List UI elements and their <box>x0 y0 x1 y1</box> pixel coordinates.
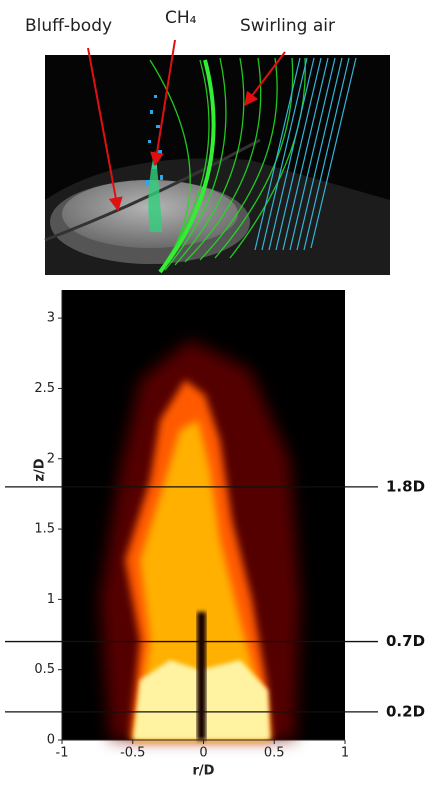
reference-label: 1.8D <box>386 477 425 495</box>
y-tick-label: 2 <box>47 451 55 466</box>
x-tick-label: -0.5 <box>120 746 145 761</box>
label-ch4: CH₄ <box>165 8 197 28</box>
y-tick-label: 0 <box>47 733 55 748</box>
y-tick-label: 1.5 <box>34 522 55 537</box>
flame-plot <box>62 290 345 740</box>
page: Bluff-body CH₄ Swirling air 0 0.5 1 1.5 2 2.5… <box>0 0 435 786</box>
x-axis-label: r/D <box>193 764 215 779</box>
label-swirling-air: Swirling air <box>240 16 335 36</box>
x-tick-label: -1 <box>56 746 69 761</box>
y-tick-label: 2.5 <box>34 381 55 396</box>
y-tick-label: 3 <box>47 311 55 326</box>
x-tick-label: 1 <box>341 746 349 761</box>
x-tick-label: 0 <box>199 746 207 761</box>
y-tick-label: 1 <box>47 592 55 607</box>
y-tick-label: 0.5 <box>34 662 55 677</box>
figure: Bluff-body CH₄ Swirling air 0 0.5 1 1.5 2 2.5… <box>0 0 435 786</box>
label-bluff-body: Bluff-body <box>25 16 112 36</box>
rendering <box>45 40 390 275</box>
x-tick-label: 0.5 <box>264 746 285 761</box>
reference-label: 0.7D <box>386 632 425 650</box>
y-axis-label: z/D <box>33 458 48 481</box>
reference-label: 0.2D <box>386 702 425 720</box>
